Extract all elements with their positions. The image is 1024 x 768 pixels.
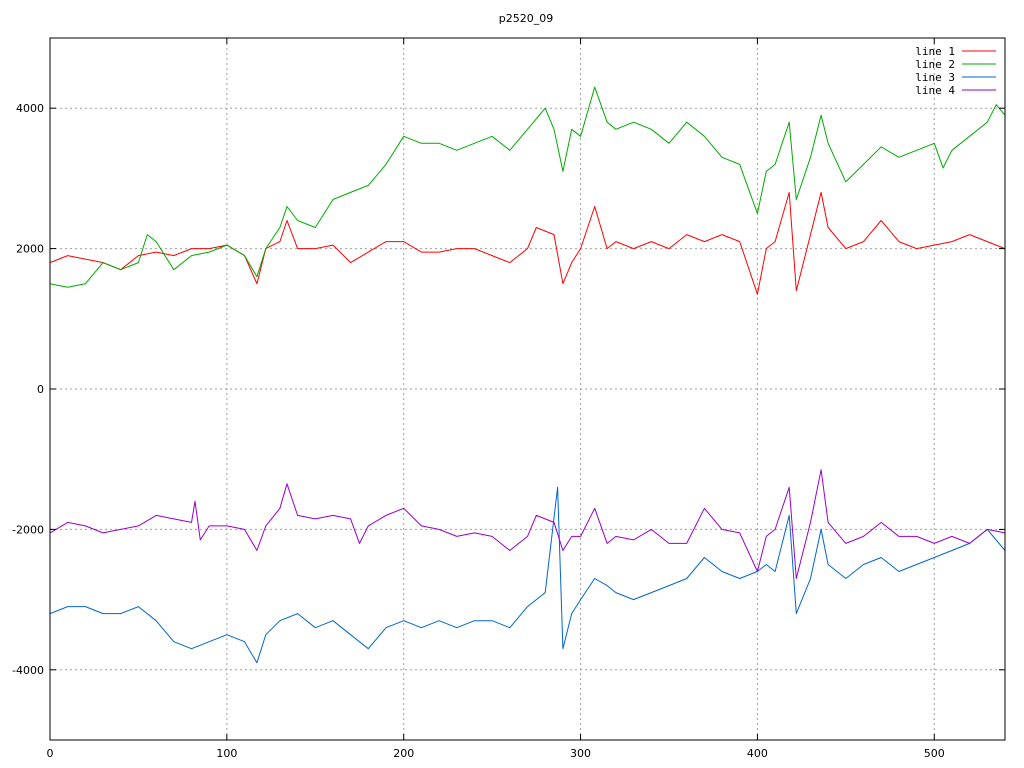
x-tick-label: 0 [47,747,54,760]
axis-ticks: 0 100 200 300 400 500 -4000 -2000 0 2000 4000 [12,38,1005,760]
grid-lines [50,38,1005,740]
series-line-1 [49,191,1006,295]
series-line-3 [49,486,1006,664]
series-lines [49,86,1006,664]
legend-label-1: line 1 [915,45,955,58]
legend-label-4: line 4 [915,84,955,97]
x-tick-label: 300 [570,747,591,760]
x-tick-label: 200 [393,747,414,760]
legend-label-2: line 2 [915,58,955,71]
chart-title: p2520_09 [499,12,553,25]
y-tick-label: -4000 [12,664,44,677]
y-tick-label: 2000 [16,243,44,256]
x-tick-label: 100 [216,747,237,760]
y-tick-label: -2000 [12,523,44,536]
x-tick-label: 500 [924,747,945,760]
legend-label-3: line 3 [915,71,955,84]
y-tick-label: 4000 [16,102,44,115]
series-line-2 [49,86,1006,288]
y-tick-label: 0 [37,383,44,396]
series-line-4 [49,469,1006,579]
x-tick-label: 400 [747,747,768,760]
